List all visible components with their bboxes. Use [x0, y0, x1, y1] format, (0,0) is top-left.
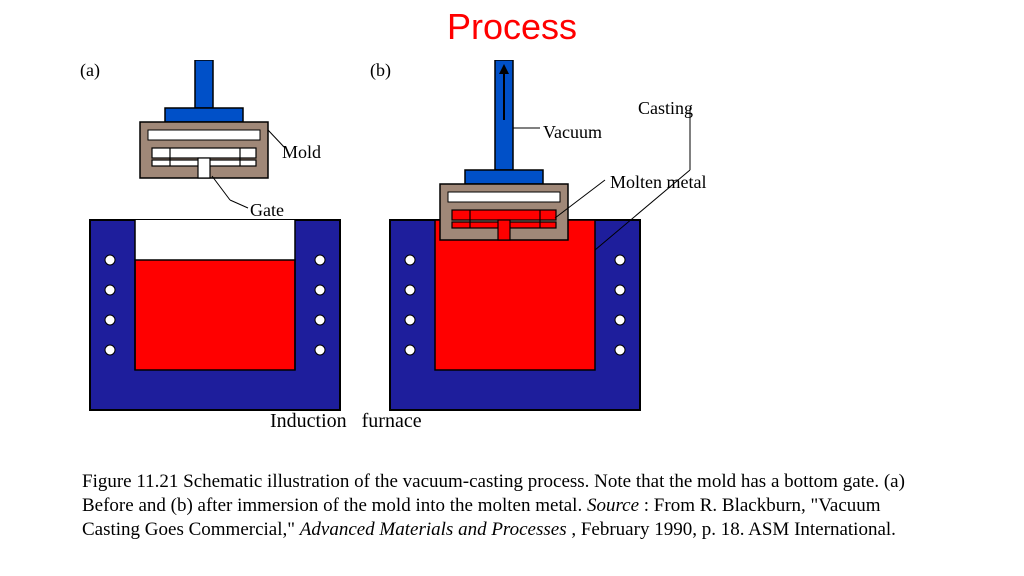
label-gate: Gate — [250, 200, 284, 221]
panel-a-svg — [80, 60, 350, 420]
caption-source-label: Source — [587, 495, 639, 516]
label-molten-metal: Molten metal — [610, 172, 706, 193]
figure-caption: Figure 11.21 Schematic illustration of t… — [82, 470, 912, 541]
label-vacuum: Vacuum — [543, 122, 602, 143]
label-mold: Mold — [282, 142, 321, 163]
caption-journal: Advanced Materials and Processes — [300, 519, 567, 540]
page-title: Process — [0, 0, 1024, 48]
label-induction-furnace: Induction furnace — [270, 410, 422, 433]
diagram-area: (a) (b) — [80, 60, 780, 430]
caption-tail: , February 1990, p. 18. ASM Internationa… — [571, 519, 896, 540]
label-casting: Casting — [638, 98, 693, 119]
